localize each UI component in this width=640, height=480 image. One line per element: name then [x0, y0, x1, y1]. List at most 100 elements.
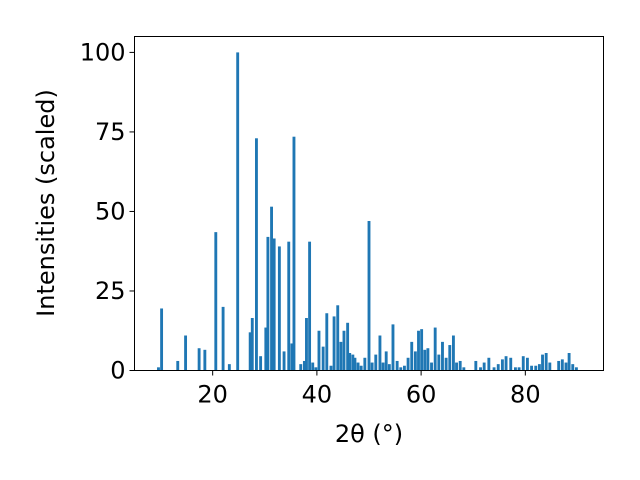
bar: [221, 306, 225, 371]
bar: [557, 360, 561, 371]
bar: [378, 335, 382, 371]
bar: [292, 136, 296, 371]
bar: [517, 367, 521, 371]
bar: [423, 349, 427, 371]
bar: [314, 367, 318, 371]
bar: [290, 343, 294, 371]
bar: [391, 324, 395, 371]
bar: [176, 360, 180, 371]
bar: [492, 367, 496, 371]
bar: [374, 354, 378, 371]
bar: [430, 362, 433, 371]
bar: [308, 241, 312, 371]
bar: [455, 362, 458, 371]
bar: [574, 367, 578, 371]
bar: [363, 357, 367, 371]
bar: [282, 351, 286, 371]
x-axis-label: 2θ (°): [335, 420, 403, 448]
bar: [299, 364, 303, 371]
bar: [157, 367, 160, 371]
bar: [474, 360, 478, 371]
bar: [305, 318, 308, 371]
y-tick-label: 25: [95, 277, 126, 305]
bar: [462, 367, 466, 371]
bar: [197, 348, 201, 371]
bar: [395, 360, 399, 371]
y-axis: 0 25 50 75 100: [80, 38, 135, 385]
bar: [500, 359, 504, 371]
bar: [521, 356, 525, 371]
bar: [248, 332, 252, 371]
x-tick-label: 20: [197, 381, 228, 409]
bar: [255, 138, 258, 371]
bar: [332, 316, 336, 371]
bar: [406, 357, 410, 371]
bar: [272, 238, 276, 371]
bar: [433, 327, 437, 371]
bar: [458, 360, 462, 371]
bar: [184, 335, 188, 371]
bar: [451, 335, 455, 371]
y-tick-label: 75: [95, 118, 126, 146]
bar: [259, 356, 263, 371]
bar-series: [157, 52, 578, 371]
x-tick-label: 40: [302, 381, 333, 409]
bar: [403, 365, 406, 371]
bar: [359, 365, 363, 371]
plot-frame: [134, 36, 604, 371]
bar: [339, 341, 343, 371]
y-tick-label: 100: [80, 38, 126, 66]
bar: [321, 346, 325, 371]
x-tick-label: 80: [510, 381, 541, 409]
bar: [560, 359, 564, 371]
bar: [236, 52, 240, 371]
bar: [270, 206, 273, 371]
bar: [353, 357, 357, 371]
y-axis-label: Intensities (scaled): [32, 89, 60, 317]
bar: [441, 341, 444, 371]
bar: [448, 345, 452, 371]
y-tick-label: 50: [95, 197, 126, 225]
bar: [264, 327, 268, 371]
bar: [348, 353, 352, 371]
bar: [160, 308, 164, 371]
bar: [571, 364, 575, 371]
bar: [227, 364, 231, 371]
bar: [317, 330, 321, 371]
x-axis: 20 40 60 80: [197, 370, 541, 409]
bar: [250, 318, 254, 371]
bar: [444, 357, 448, 371]
bar: [541, 354, 544, 371]
bar: [329, 365, 333, 371]
bar: [266, 236, 270, 371]
bar: [351, 354, 355, 371]
bar: [302, 360, 306, 371]
bar: [420, 329, 424, 371]
bar: [367, 221, 371, 371]
bar: [214, 232, 218, 371]
bar: [479, 367, 482, 371]
x-tick-label: 60: [406, 381, 437, 409]
bar: [487, 357, 491, 371]
bar: [413, 351, 417, 371]
bar: [514, 367, 517, 371]
bar: [381, 362, 385, 371]
bar: [336, 305, 340, 371]
bar: [277, 246, 281, 371]
bar: [346, 322, 350, 371]
bar: [509, 357, 513, 371]
bar: [548, 362, 552, 371]
bar: [356, 362, 360, 371]
bar: [410, 341, 414, 371]
bar: [342, 330, 346, 371]
bar: [564, 362, 568, 371]
bar: [544, 353, 548, 371]
bar: [534, 365, 538, 371]
bar: [399, 367, 403, 371]
bar: [417, 330, 420, 371]
bar: [504, 356, 508, 371]
bar: [325, 313, 329, 371]
bar: [384, 351, 388, 371]
bar: [287, 241, 291, 371]
